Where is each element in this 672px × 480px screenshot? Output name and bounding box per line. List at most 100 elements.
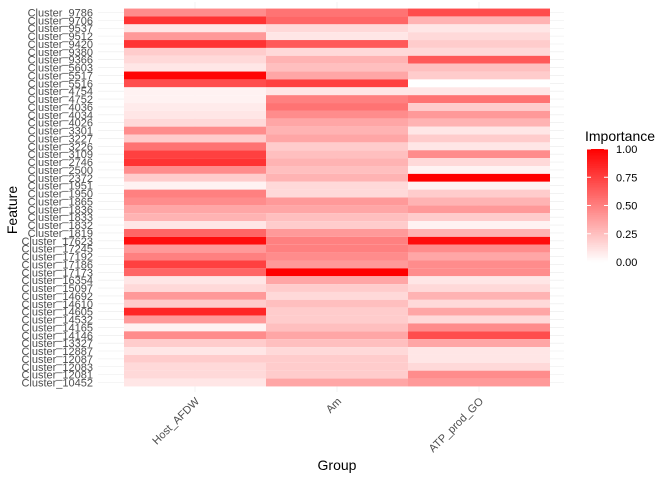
- legend-gradient-segment: [587, 177, 608, 180]
- x-tick-label: Am: [324, 396, 344, 416]
- heatmap-cell: [124, 40, 266, 48]
- heatmap-cell: [124, 189, 266, 198]
- heatmap-cell: [124, 95, 266, 104]
- legend-gradient-segment: [587, 181, 608, 184]
- heatmap-cell: [408, 103, 550, 111]
- y-tick-label: Cluster_14605: [21, 307, 93, 319]
- heatmap-cell: [266, 236, 408, 245]
- heatmap-cell: [124, 307, 266, 316]
- legend-gradient-segment: [587, 169, 608, 172]
- y-tick-label: Cluster_2372: [28, 173, 93, 185]
- heatmap-cell: [408, 126, 550, 135]
- heatmap-cell: [124, 378, 266, 387]
- legend-gradient-segment: [587, 252, 608, 255]
- heatmap-cell: [408, 299, 550, 308]
- heatmap-cell: [266, 16, 408, 25]
- x-axis-tick-labels: Host_AFDW Am ATP_prod_GO: [150, 395, 486, 455]
- legend-gradient-segment: [587, 235, 608, 238]
- heatmap-cell: [266, 24, 408, 33]
- y-tick-label: Cluster_9537: [28, 23, 93, 35]
- y-tick-label: Cluster_3227: [28, 133, 93, 145]
- heatmap-cell: [266, 221, 408, 229]
- heatmap-cell: [266, 55, 408, 64]
- legend-gradient-segment: [587, 152, 608, 156]
- heatmap-cell: [408, 32, 550, 41]
- legend-tick-labels: 0.00 0.25 0.50 0.75 1.00: [616, 144, 637, 269]
- legend: Importance 0.00 0.25 0.50 0.75 1.00: [585, 128, 655, 269]
- heatmap-cell: [408, 236, 550, 245]
- heatmap-cell: [266, 95, 408, 104]
- legend-gradient-segment: [587, 171, 608, 174]
- heatmap-cell: [408, 268, 550, 277]
- y-tick-label: Cluster_17192: [21, 252, 93, 264]
- legend-gradient-segment: [587, 224, 608, 227]
- y-tick-label: Cluster_17623: [21, 236, 93, 248]
- heatmap-cell: [124, 87, 266, 96]
- x-tick-label: Host_AFDW: [150, 395, 202, 447]
- heatmap-cell: [266, 134, 408, 143]
- y-tick-label: Cluster_4026: [28, 118, 93, 130]
- y-tick-label: Cluster_1865: [28, 196, 93, 208]
- y-tick-label: Cluster_3226: [28, 141, 93, 153]
- heatmap-cell: [124, 315, 266, 324]
- legend-gradient-segment: [587, 175, 608, 178]
- legend-gradient-segment: [587, 184, 608, 188]
- legend-gradient-segment: [587, 218, 608, 221]
- legend-gradient-segment: [587, 162, 608, 165]
- y-tick-label: Cluster_9380: [28, 47, 93, 59]
- heatmap-cell: [266, 40, 408, 48]
- legend-gradient-segment: [587, 214, 608, 218]
- heatmap-cell: [408, 158, 550, 167]
- heatmap-cell: [408, 244, 550, 253]
- y-axis-title: Feature: [4, 186, 20, 234]
- heatmap-cell: [124, 8, 266, 17]
- heatmap-cell: [124, 32, 266, 41]
- heatmap-cell: [266, 244, 408, 253]
- y-tick-label: Cluster_3301: [28, 126, 93, 138]
- legend-gradient-segment: [587, 165, 608, 169]
- legend-gradient-segment: [587, 192, 608, 195]
- legend-gradient-segment: [587, 154, 608, 157]
- legend-gradient-segment: [587, 150, 608, 154]
- heatmap-cell: [266, 370, 408, 379]
- legend-gradient-segment: [587, 199, 608, 203]
- heatmap-cell: [266, 347, 408, 355]
- legend-gradient-segment: [587, 196, 608, 199]
- y-tick-label: Cluster_14692: [21, 291, 93, 303]
- heatmap-cell: [124, 142, 266, 151]
- y-tick-label: Cluster_16354: [21, 275, 93, 287]
- heatmap-cell: [124, 16, 266, 25]
- heatmap-cell: [124, 110, 266, 119]
- legend-gradient-segment: [587, 237, 608, 240]
- legend-gradient-segment: [587, 246, 608, 250]
- heatmap-cell: [124, 284, 266, 292]
- heatmap-cell: [408, 150, 550, 159]
- y-tick-label: Cluster_1819: [28, 228, 93, 240]
- heatmap-cell: [408, 95, 550, 104]
- heatmap-cell: [124, 24, 266, 33]
- y-tick-label: Cluster_10452: [21, 378, 93, 390]
- heatmap-cell: [408, 16, 550, 25]
- y-tick-label: Cluster_14532: [21, 315, 93, 327]
- legend-gradient-segment: [587, 158, 608, 161]
- heatmap-cell: [124, 71, 266, 80]
- legend-gradient-segment: [587, 209, 608, 212]
- heatmap-cell: [266, 166, 408, 174]
- heatmap-cell: [408, 354, 550, 363]
- legend-gradient-segment: [587, 167, 608, 171]
- y-tick-label: Cluster_9366: [28, 55, 93, 67]
- legend-gradient-segment: [587, 260, 608, 263]
- heatmap-cell: [408, 378, 550, 387]
- y-tick-label: Cluster_9512: [28, 31, 93, 43]
- y-tick-label: Cluster_4754: [28, 86, 93, 98]
- y-tick-label: Cluster_12887: [21, 346, 93, 358]
- heatmap-cell: [408, 40, 550, 48]
- heatmap-cell: [266, 71, 408, 80]
- heatmap-cell: [124, 260, 266, 269]
- heatmap-cell: [408, 370, 550, 379]
- heatmap-cell: [124, 323, 266, 332]
- heatmap-cell: [266, 307, 408, 316]
- heatmap-cell: [266, 228, 408, 237]
- y-tick-label: Cluster_5603: [28, 63, 93, 75]
- y-tick-label: Cluster_1833: [28, 212, 93, 224]
